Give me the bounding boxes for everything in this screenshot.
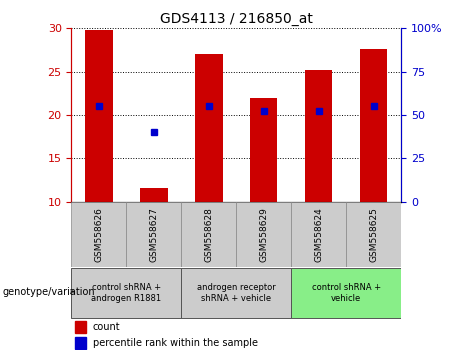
Text: GSM558627: GSM558627 <box>149 207 159 262</box>
Text: control shRNA +
vehicle: control shRNA + vehicle <box>312 283 381 303</box>
Bar <box>75 337 86 349</box>
Text: percentile rank within the sample: percentile rank within the sample <box>93 338 258 348</box>
Text: androgen receptor
shRNA + vehicle: androgen receptor shRNA + vehicle <box>197 283 276 303</box>
Bar <box>291 202 346 267</box>
Bar <box>85 30 112 202</box>
Bar <box>140 188 168 202</box>
Bar <box>71 202 126 267</box>
Bar <box>236 202 291 267</box>
Bar <box>126 202 181 267</box>
Text: GSM558625: GSM558625 <box>369 207 378 262</box>
Text: count: count <box>93 322 120 332</box>
FancyArrowPatch shape <box>71 290 74 293</box>
Bar <box>305 70 332 202</box>
Bar <box>195 54 223 202</box>
Title: GDS4113 / 216850_at: GDS4113 / 216850_at <box>160 12 313 26</box>
Text: GSM558624: GSM558624 <box>314 207 323 262</box>
Text: GSM558626: GSM558626 <box>95 207 103 262</box>
Bar <box>346 202 401 267</box>
Bar <box>291 268 401 318</box>
Text: GSM558628: GSM558628 <box>204 207 213 262</box>
Text: control shRNA +
androgen R1881: control shRNA + androgen R1881 <box>91 283 161 303</box>
Bar <box>250 98 278 202</box>
Bar <box>181 202 236 267</box>
Bar <box>181 268 291 318</box>
Bar <box>75 321 86 333</box>
Text: genotype/variation: genotype/variation <box>2 287 95 297</box>
Bar <box>360 49 387 202</box>
Text: GSM558629: GSM558629 <box>259 207 268 262</box>
Bar <box>71 268 181 318</box>
